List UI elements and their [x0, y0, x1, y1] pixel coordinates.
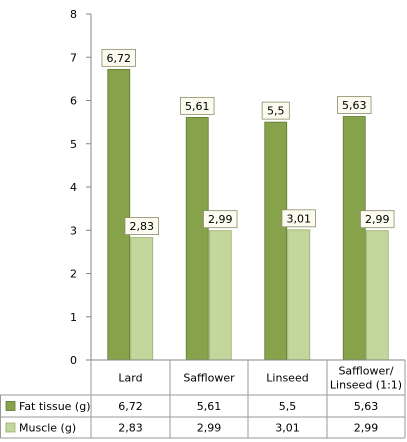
data-label: 5,5 [267, 105, 285, 118]
table-value: 2,99 [354, 422, 379, 435]
table-value: 5,63 [354, 400, 379, 413]
data-label: 2,99 [208, 213, 233, 226]
data-label-box [261, 101, 290, 120]
y-tick-label: 4 [70, 181, 77, 194]
data-label-box [337, 96, 372, 114]
bar-muscle [208, 230, 232, 361]
data-label: 3,01 [287, 212, 312, 225]
y-tick-label: 3 [70, 224, 77, 237]
bar-muscle [287, 229, 311, 361]
table-value: 5,5 [279, 400, 297, 413]
data-label: 5,61 [185, 100, 210, 113]
data-label-box [360, 210, 395, 229]
data-label: 2,99 [365, 213, 390, 226]
category-label: Lard [118, 372, 142, 385]
bar-muscle [365, 230, 389, 361]
category-label: Linseed (1:1) [330, 379, 402, 392]
category-label: Safflower/ [338, 365, 393, 378]
bar-fat-tissue [342, 116, 366, 361]
y-tick-label: 6 [70, 95, 77, 108]
bar-muscle [130, 237, 154, 361]
category-label: Safflower [183, 372, 235, 385]
y-tick-label: 7 [70, 51, 77, 64]
y-tick-label: 5 [70, 138, 77, 151]
data-label-box [281, 209, 316, 228]
data-label: 2,83 [130, 220, 155, 233]
legend-swatch-fat-tissue [5, 401, 16, 411]
bar-fat-tissue [185, 116, 209, 361]
category-label: Linseed [266, 372, 308, 385]
legend-label: Muscle (g) [19, 422, 76, 435]
y-tick-label: 0 [70, 354, 77, 367]
y-tick-label: 8 [70, 8, 77, 21]
data-label: 6,72 [107, 52, 132, 65]
legend-label: Fat tissue (g) [19, 400, 91, 413]
data-label-box [101, 48, 136, 67]
data-label-box [203, 210, 238, 229]
bar-fat-tissue [107, 68, 131, 361]
table-value: 3,01 [275, 422, 300, 435]
legend-swatch-muscle [5, 422, 16, 433]
table-value: 2,99 [197, 422, 222, 435]
table-value: 5,61 [197, 400, 222, 413]
y-tick-label: 1 [70, 311, 77, 324]
table-value: 2,83 [118, 422, 143, 435]
bar-fat-tissue [264, 121, 288, 361]
y-tick-label: 2 [70, 268, 77, 281]
table-value: 6,72 [118, 400, 143, 413]
data-label-box [180, 96, 215, 115]
data-label: 5,63 [342, 99, 367, 112]
data-label-box [124, 217, 159, 236]
